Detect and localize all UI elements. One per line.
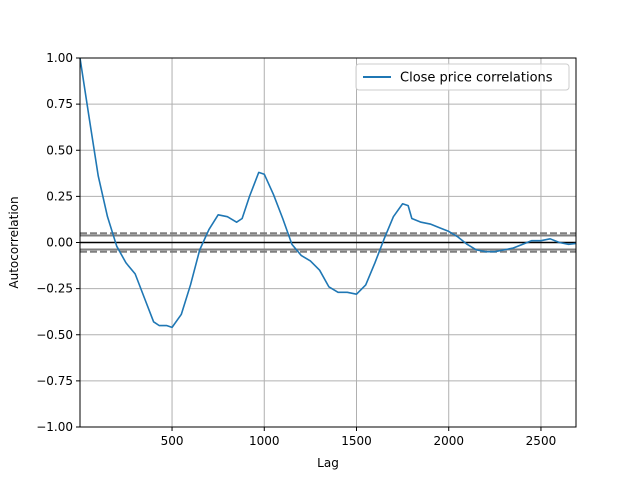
series-line-0 <box>79 57 577 329</box>
y-tick-label-6: 0.50 <box>46 143 73 157</box>
x-tick-label-1: 1000 <box>249 434 280 448</box>
reference-lines <box>80 232 576 253</box>
y-tick-label-7: 0.75 <box>46 97 73 111</box>
x-axis-label: Lag <box>317 456 339 470</box>
y-tick-label-1: −0.75 <box>36 374 73 388</box>
legend-entry-close-price-correlations: Close price correlations <box>400 71 553 86</box>
x-tick-label-2: 1500 <box>341 434 372 448</box>
series-layer <box>79 57 577 329</box>
x-tick-label-4: 2500 <box>526 434 557 448</box>
legend: Close price correlations <box>355 63 570 91</box>
y-tick-label-2: −0.50 <box>36 328 73 342</box>
x-axis-ticks: 500 1000 1500 2000 2500 <box>161 427 557 448</box>
y-axis-ticks: −1.00 −0.75 −0.50 −0.25 0.00 0.25 0.50 0.75 1.00 <box>36 51 80 434</box>
x-tick-label-3: 2000 <box>433 434 464 448</box>
y-tick-label-4: 0.00 <box>46 236 73 250</box>
y-tick-label-8: 1.00 <box>46 51 73 65</box>
y-tick-label-5: 0.25 <box>46 189 73 203</box>
y-tick-label-0: −1.00 <box>36 420 73 434</box>
legend-box <box>355 63 570 91</box>
y-axis-label: Autocorrelation <box>7 196 21 288</box>
y-tick-label-3: −0.25 <box>36 282 73 296</box>
x-tick-label-0: 500 <box>161 434 184 448</box>
